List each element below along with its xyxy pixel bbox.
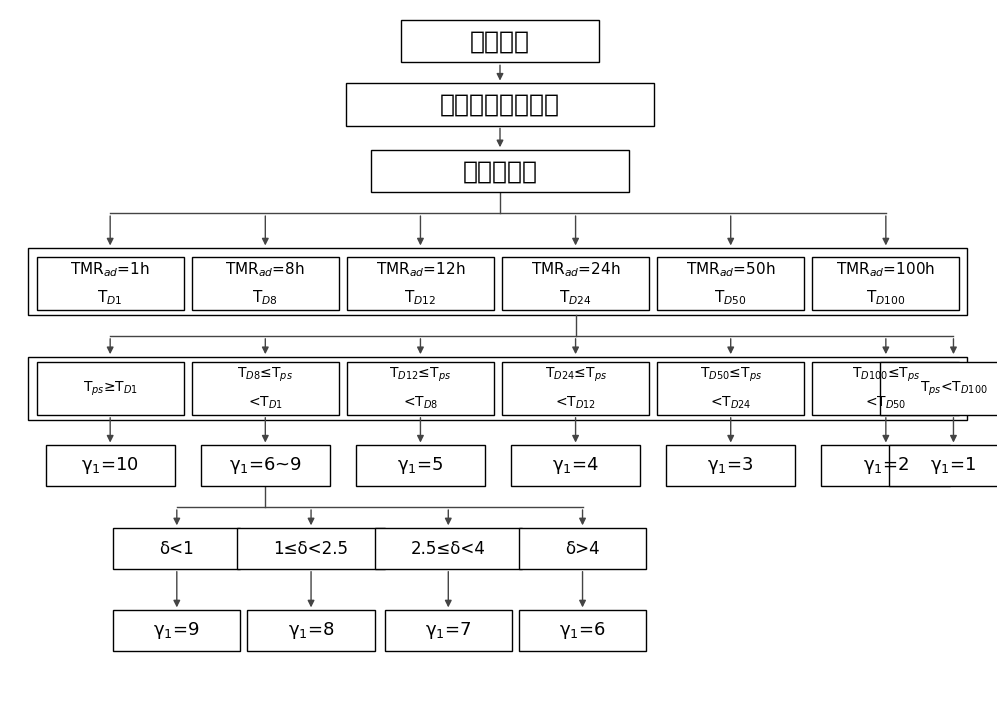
- Bar: [502, 257, 649, 310]
- Bar: [502, 362, 649, 415]
- Text: γ$_1$=6~9: γ$_1$=6~9: [229, 455, 302, 477]
- Text: 1≤δ<2.5: 1≤δ<2.5: [274, 539, 349, 558]
- Bar: [46, 445, 175, 486]
- Text: T$_{D8}$≤T$_{ps}$: T$_{D8}$≤T$_{ps}$: [237, 366, 293, 383]
- Bar: [657, 257, 804, 310]
- Bar: [201, 445, 330, 486]
- Bar: [356, 445, 485, 486]
- Bar: [113, 528, 240, 569]
- Bar: [812, 362, 959, 415]
- Text: γ$_1$=9: γ$_1$=9: [153, 620, 200, 641]
- Bar: [880, 362, 1000, 415]
- Bar: [812, 257, 959, 310]
- Text: γ$_1$=8: γ$_1$=8: [288, 620, 334, 641]
- Text: <T$_{D50}$: <T$_{D50}$: [865, 395, 907, 411]
- Text: <T$_{D8}$: <T$_{D8}$: [403, 395, 438, 411]
- Bar: [28, 357, 967, 420]
- Text: 差示扫描量热实验: 差示扫描量热实验: [440, 93, 560, 117]
- Bar: [28, 248, 967, 315]
- Text: T$_{ps}$<T$_{D100}$: T$_{ps}$<T$_{D100}$: [920, 380, 987, 398]
- Text: 实验样品: 实验样品: [470, 30, 530, 53]
- Bar: [247, 610, 375, 651]
- Bar: [821, 445, 950, 486]
- Text: T$_{ps}$≥T$_{D1}$: T$_{ps}$≥T$_{D1}$: [83, 380, 138, 398]
- Text: <T$_{D1}$: <T$_{D1}$: [248, 395, 283, 411]
- Bar: [113, 610, 240, 651]
- Bar: [401, 21, 599, 62]
- Bar: [37, 257, 184, 310]
- Text: γ$_1$=5: γ$_1$=5: [397, 455, 444, 477]
- Text: T$_{D12}$: T$_{D12}$: [404, 288, 437, 307]
- Bar: [346, 83, 654, 126]
- Bar: [347, 362, 494, 415]
- Bar: [385, 610, 512, 651]
- Text: γ$_1$=7: γ$_1$=7: [425, 620, 472, 641]
- Bar: [37, 362, 184, 415]
- Text: T$_{D12}$≤T$_{ps}$: T$_{D12}$≤T$_{ps}$: [389, 366, 452, 383]
- Text: TMR$_{ad}$=1h: TMR$_{ad}$=1h: [70, 259, 150, 279]
- Text: TMR$_{ad}$=100h: TMR$_{ad}$=100h: [836, 259, 935, 279]
- Bar: [237, 528, 385, 569]
- Text: γ$_1$=1: γ$_1$=1: [930, 455, 977, 477]
- Text: T$_{D100}$: T$_{D100}$: [866, 288, 906, 307]
- Text: T$_{D50}$: T$_{D50}$: [714, 288, 747, 307]
- Text: γ$_1$=6: γ$_1$=6: [559, 620, 606, 641]
- Text: T$_{D24}$: T$_{D24}$: [559, 288, 592, 307]
- Text: T$_{D24}$≤T$_{ps}$: T$_{D24}$≤T$_{ps}$: [545, 366, 607, 383]
- Bar: [375, 528, 522, 569]
- Bar: [666, 445, 795, 486]
- Text: γ$_1$=2: γ$_1$=2: [863, 455, 909, 477]
- Bar: [371, 150, 629, 192]
- Bar: [347, 257, 494, 310]
- Text: γ$_1$=3: γ$_1$=3: [707, 455, 754, 477]
- Bar: [519, 610, 646, 651]
- Text: T$_{D8}$: T$_{D8}$: [252, 288, 278, 307]
- Bar: [192, 257, 339, 310]
- Text: TMR$_{ad}$=24h: TMR$_{ad}$=24h: [531, 259, 620, 279]
- Bar: [657, 362, 804, 415]
- Text: T$_{D100}$≤T$_{ps}$: T$_{D100}$≤T$_{ps}$: [852, 366, 920, 383]
- Text: TMR$_{ad}$=8h: TMR$_{ad}$=8h: [225, 259, 305, 279]
- Bar: [192, 362, 339, 415]
- Text: γ$_1$=10: γ$_1$=10: [81, 455, 139, 477]
- Text: 动力学参数: 动力学参数: [462, 159, 538, 183]
- Text: δ>4: δ>4: [565, 539, 600, 558]
- Text: 2.5≤δ<4: 2.5≤δ<4: [411, 539, 486, 558]
- Bar: [511, 445, 640, 486]
- Text: δ<1: δ<1: [159, 539, 194, 558]
- Bar: [889, 445, 1000, 486]
- Text: γ$_1$=4: γ$_1$=4: [552, 455, 599, 477]
- Text: <T$_{D12}$: <T$_{D12}$: [555, 395, 596, 411]
- Text: TMR$_{ad}$=12h: TMR$_{ad}$=12h: [376, 259, 465, 279]
- Text: <T$_{D24}$: <T$_{D24}$: [710, 395, 751, 411]
- Text: T$_{D50}$≤T$_{ps}$: T$_{D50}$≤T$_{ps}$: [700, 366, 762, 383]
- Bar: [519, 528, 646, 569]
- Text: TMR$_{ad}$=50h: TMR$_{ad}$=50h: [686, 259, 775, 279]
- Text: T$_{D1}$: T$_{D1}$: [97, 288, 123, 307]
